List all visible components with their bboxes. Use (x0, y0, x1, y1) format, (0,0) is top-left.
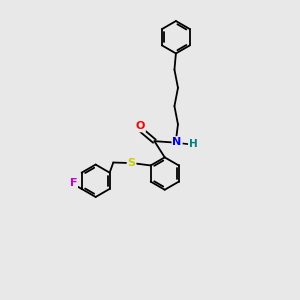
Text: S: S (128, 158, 136, 167)
Text: N: N (172, 137, 182, 147)
Text: F: F (70, 178, 77, 188)
Text: O: O (136, 122, 145, 131)
Text: H: H (189, 139, 198, 149)
